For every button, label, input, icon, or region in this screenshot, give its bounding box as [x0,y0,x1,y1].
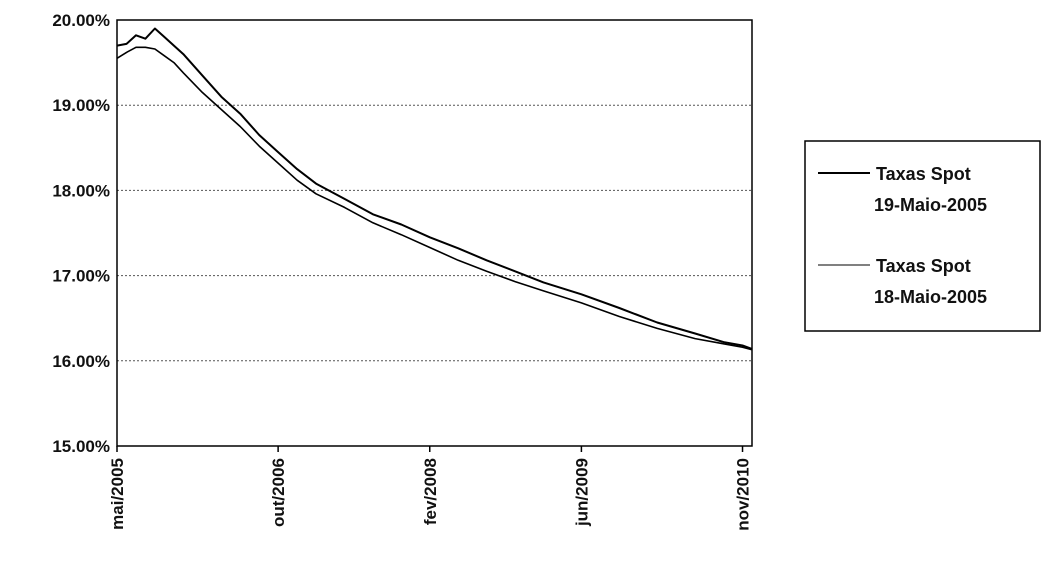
x-tick-label: fev/2008 [421,458,440,525]
x-tick-label: jun/2009 [572,458,591,527]
x-axis-ticks: mai/2005 out/2006 fev/2008 jun/2009 nov/2010 [108,446,753,531]
y-tick-label: 15.00% [52,437,110,456]
y-tick-label: 16.00% [52,352,110,371]
x-tick-label: out/2006 [269,458,288,527]
y-axis-ticks: 20.00% 19.00% 18.00% 17.00% 16.00% 15.00% [52,11,110,456]
legend: Taxas Spot 19-Maio-2005 Taxas Spot 18-Ma… [804,140,1041,332]
legend-label-series-2-line2: 18-Maio-2005 [874,287,987,307]
legend-label-series-2-line1: Taxas Spot [876,256,971,276]
series-lines [116,27,753,351]
series-line-1 [116,27,753,350]
y-tick-label: 18.00% [52,181,110,200]
gridlines [117,104,752,362]
plot-area-frame [116,19,753,447]
y-tick-label: 19.00% [52,96,110,115]
y-tick-label: 17.00% [52,267,110,286]
legend-label-series-1-line1: Taxas Spot [876,164,971,184]
x-tick-label: nov/2010 [734,458,753,531]
x-tick-label: mai/2005 [108,458,127,530]
series-line-2 [116,46,753,351]
y-tick-label: 20.00% [52,11,110,30]
legend-label-series-1-line2: 19-Maio-2005 [874,195,987,215]
